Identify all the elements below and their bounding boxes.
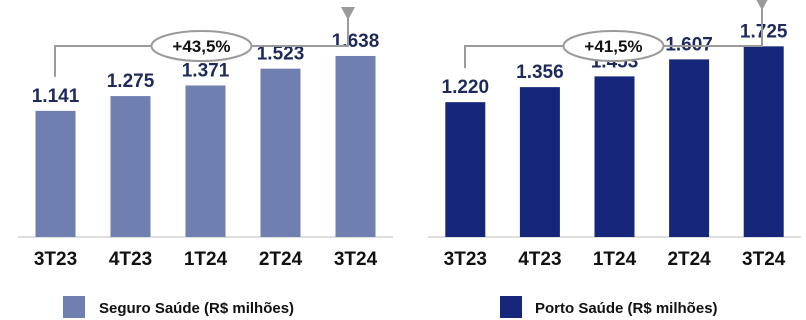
value-label: 1.141 xyxy=(32,86,80,107)
growth-arrow-head xyxy=(756,0,768,11)
value-label: 1.275 xyxy=(107,71,155,92)
growth-label: +43,5% xyxy=(172,37,230,56)
bar-3t23 xyxy=(35,110,76,237)
bar-3t24 xyxy=(743,46,784,238)
value-label: 1.725 xyxy=(740,21,788,42)
bar-4t23 xyxy=(110,96,151,237)
category-label: 4T23 xyxy=(518,249,561,270)
growth-label: +41,5% xyxy=(584,37,642,56)
category-label: 3T23 xyxy=(444,249,487,270)
category-label: 1T24 xyxy=(593,249,637,270)
growth-arrow-head xyxy=(341,6,355,20)
category-label: 2T24 xyxy=(667,249,711,270)
bar-2t24 xyxy=(669,59,710,237)
category-label: 4T23 xyxy=(109,249,152,270)
legend-swatch xyxy=(63,296,85,318)
legend-swatch xyxy=(500,296,522,318)
category-label: 3T24 xyxy=(334,249,378,270)
category-label: 1T24 xyxy=(184,249,228,270)
category-label: 3T24 xyxy=(742,249,786,270)
value-label: 1.638 xyxy=(332,31,380,52)
growth-bubble xyxy=(562,30,665,62)
value-label: 1.607 xyxy=(665,34,713,55)
value-label: 1.220 xyxy=(442,77,490,98)
bar-1t24 xyxy=(594,76,635,237)
bar-3t23 xyxy=(445,102,486,237)
legend-label: Porto Saúde (R$ milhões) xyxy=(535,300,718,317)
chart-panel-2: 1.2203T231.3564T231.4531T241.6072T241.72… xyxy=(428,0,801,318)
bar-2t24 xyxy=(260,68,301,237)
bar-4t23 xyxy=(519,87,560,237)
growth-bubble xyxy=(150,30,253,62)
category-label: 3T23 xyxy=(34,249,77,270)
value-label: 1.356 xyxy=(516,62,564,83)
legend-label: Seguro Saúde (R$ milhões) xyxy=(99,300,294,317)
value-label: 1.523 xyxy=(257,44,305,65)
chart-panel-1: 1.141 3T23 1.275 4T23 1.371 1T24 1.523 2T24 1.63… xyxy=(18,6,393,318)
category-label: 2T24 xyxy=(259,249,303,270)
bar-3t24 xyxy=(335,55,376,238)
bar-1t24 xyxy=(185,85,226,238)
value-label: 1.371 xyxy=(182,60,230,81)
